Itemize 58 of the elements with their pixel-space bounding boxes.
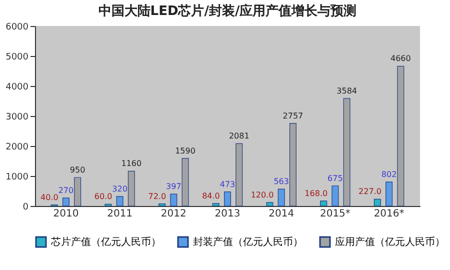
bar <box>170 194 178 206</box>
data-label: 563 <box>274 177 289 186</box>
data-label: 802 <box>381 170 397 179</box>
bar <box>62 198 70 206</box>
bar <box>386 182 393 206</box>
data-label: 397 <box>166 182 182 192</box>
x-tick-label: 2010 <box>53 208 79 220</box>
data-label: 950 <box>70 166 86 174</box>
y-tick-label: 3000 <box>6 112 29 122</box>
bar <box>182 158 189 206</box>
bar <box>212 203 220 206</box>
bar <box>236 143 243 206</box>
x-tick-label: 2012 <box>160 208 186 220</box>
data-label: 675 <box>328 174 343 183</box>
data-label: 2081 <box>228 132 250 141</box>
data-label: 227.0 <box>358 187 382 196</box>
x-tick-label: 2013 <box>214 208 240 220</box>
y-tick-label: 6000 <box>6 22 29 32</box>
bar <box>332 185 339 206</box>
bar <box>266 202 274 206</box>
data-label: 168.0 <box>304 188 328 198</box>
data-label: 1590 <box>175 146 196 156</box>
legend-label: 芯片产值（亿元人民币） <box>50 236 161 248</box>
bar <box>374 198 381 206</box>
y-tick-label: 2000 <box>6 142 29 152</box>
data-label: 2757 <box>282 111 304 120</box>
x-tick-label: 2014 <box>268 208 294 220</box>
data-label: 1160 <box>121 159 142 168</box>
bar <box>397 66 404 206</box>
bar <box>116 196 124 206</box>
legend-label: 应用产值（亿元人民币） <box>335 236 445 248</box>
bar <box>320 200 328 206</box>
y-tick-label: 5000 <box>6 52 29 62</box>
data-label: 3584 <box>336 86 357 96</box>
chart-title: 中国大陆LED芯片/封装/应用产值增长与预测 <box>98 3 357 19</box>
data-label: 72.0 <box>148 192 166 201</box>
bar <box>224 192 231 206</box>
data-label: 120.0 <box>250 190 274 200</box>
y-tick-label: 0 <box>22 202 29 212</box>
legend-label: 封装产值（亿元人民币） <box>193 236 303 248</box>
bar <box>289 122 296 206</box>
bar <box>74 177 82 206</box>
bar <box>158 204 166 206</box>
y-tick-label: 1000 <box>6 172 29 182</box>
bar <box>343 98 350 206</box>
x-tick-label: 2016* <box>374 208 404 220</box>
data-label: 84.0 <box>202 191 220 200</box>
x-tick-label: 2015* <box>320 208 350 220</box>
data-label: 40.0 <box>40 192 58 202</box>
x-tick-label: 2011 <box>107 208 133 220</box>
y-tick-label: 4000 <box>6 82 29 92</box>
data-label: 473 <box>220 180 236 189</box>
data-label: 270 <box>58 186 74 195</box>
data-label: 320 <box>112 184 128 194</box>
bar <box>128 170 135 206</box>
data-label: 4660 <box>390 54 411 64</box>
data-label: 60.0 <box>94 192 112 202</box>
bar <box>278 188 285 206</box>
